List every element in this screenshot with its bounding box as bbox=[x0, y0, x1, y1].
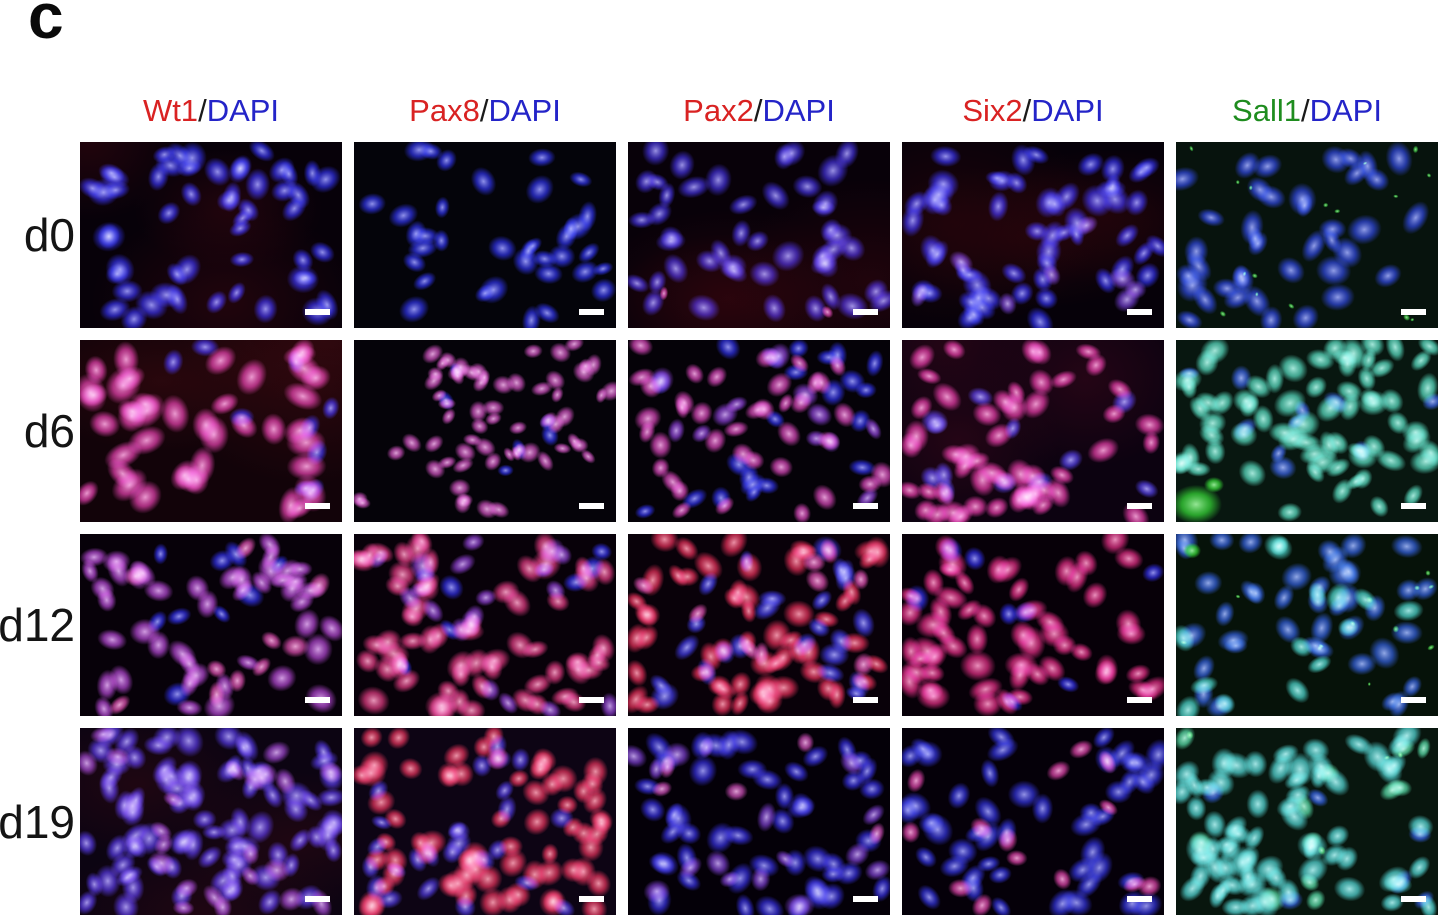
micrograph-d6-six2 bbox=[902, 340, 1164, 522]
micrograph-d12-pax8 bbox=[354, 534, 616, 716]
column-headers: Wt1/DAPI Pax8/DAPI Pax2/DAPI Six2/DAPI S… bbox=[80, 92, 1438, 129]
column-header-wt1: Wt1/DAPI bbox=[80, 92, 342, 129]
scale-bar bbox=[1401, 309, 1426, 315]
scale-bar bbox=[1401, 896, 1426, 902]
dapi-label: DAPI bbox=[1309, 93, 1382, 128]
separator: / bbox=[198, 93, 207, 128]
row-label-d19: d19 bbox=[0, 795, 75, 848]
fluorescence-image bbox=[1176, 534, 1438, 716]
scale-bar bbox=[305, 309, 330, 315]
fluorescence-image bbox=[1176, 728, 1438, 915]
micrograph-d0-sall1 bbox=[1176, 142, 1438, 328]
fluorescence-image bbox=[354, 534, 616, 716]
dapi-label: DAPI bbox=[1031, 93, 1104, 128]
scale-bar bbox=[853, 503, 878, 509]
dapi-label: DAPI bbox=[206, 93, 280, 128]
fluorescence-image bbox=[902, 728, 1164, 915]
marker-label: Wt1 bbox=[142, 93, 199, 128]
micrograph-d19-six2 bbox=[902, 728, 1164, 915]
micrograph-d0-pax8 bbox=[354, 142, 616, 328]
micrograph-d0-pax2 bbox=[628, 142, 890, 328]
fluorescence-image bbox=[628, 142, 890, 328]
micrograph-d12-pax2 bbox=[628, 534, 890, 716]
marker-label: Pax2 bbox=[683, 93, 754, 128]
micrograph-d19-wt1 bbox=[80, 728, 342, 915]
fluorescence-image bbox=[628, 340, 890, 522]
micrograph-d0-six2 bbox=[902, 142, 1164, 328]
fluorescence-image bbox=[902, 534, 1164, 716]
row-label-d12: d12 bbox=[0, 599, 75, 651]
fluorescence-image bbox=[354, 142, 616, 328]
row-label-d0: d0 bbox=[23, 209, 75, 261]
micrograph-d12-wt1 bbox=[80, 534, 342, 716]
micrograph-grid: d0 d6 d12 bbox=[0, 142, 1438, 915]
scale-bar bbox=[853, 697, 878, 703]
fluorescence-image bbox=[80, 340, 342, 522]
fluorescence-image bbox=[354, 340, 616, 522]
fluorescence-image bbox=[628, 534, 890, 716]
micrograph-d19-sall1 bbox=[1176, 728, 1438, 915]
micrograph-d6-pax8 bbox=[354, 340, 616, 522]
dapi-label: DAPI bbox=[762, 93, 835, 128]
row-label-d6: d6 bbox=[23, 405, 75, 457]
micrograph-d19-pax2 bbox=[628, 728, 890, 915]
fluorescence-image bbox=[628, 728, 890, 915]
fluorescence-image bbox=[80, 142, 342, 328]
scale-bar bbox=[579, 697, 604, 703]
fluorescence-image bbox=[902, 142, 1164, 328]
scale-bar bbox=[305, 503, 330, 509]
panel-label: c bbox=[28, 0, 64, 52]
separator: / bbox=[1300, 93, 1310, 128]
scale-bar bbox=[579, 896, 604, 902]
scale-bar bbox=[1127, 503, 1152, 509]
marker-label: Six2 bbox=[962, 93, 1023, 128]
micrograph-d19-pax8 bbox=[354, 728, 616, 915]
micrograph-d6-pax2 bbox=[628, 340, 890, 522]
separator: / bbox=[753, 93, 763, 128]
fluorescence-image bbox=[1176, 142, 1438, 328]
scale-bar bbox=[305, 697, 330, 703]
scale-bar bbox=[579, 503, 604, 509]
scale-bar bbox=[1127, 896, 1152, 902]
fluorescence-image bbox=[1176, 340, 1438, 522]
micrograph-d6-wt1 bbox=[80, 340, 342, 522]
scale-bar bbox=[1401, 503, 1426, 509]
micrograph-d12-six2 bbox=[902, 534, 1164, 716]
micrograph-d12-sall1 bbox=[1176, 534, 1438, 716]
fluorescence-image bbox=[80, 728, 342, 915]
scale-bar bbox=[1127, 309, 1152, 315]
column-header-six2: Six2/DAPI bbox=[902, 92, 1164, 129]
marker-label: Sall1 bbox=[1232, 93, 1301, 128]
scale-bar bbox=[579, 309, 604, 315]
separator: / bbox=[479, 93, 489, 128]
dapi-label: DAPI bbox=[488, 93, 561, 128]
fluorescence-image bbox=[80, 534, 342, 716]
scale-bar bbox=[1401, 697, 1426, 703]
fluorescence-image bbox=[354, 728, 616, 915]
fluorescence-image bbox=[902, 340, 1164, 522]
marker-label: Pax8 bbox=[409, 93, 480, 128]
micrograph-d6-sall1 bbox=[1176, 340, 1438, 522]
scale-bar bbox=[853, 309, 878, 315]
separator: / bbox=[1022, 93, 1032, 128]
scale-bar bbox=[853, 896, 878, 902]
column-header-pax2: Pax2/DAPI bbox=[628, 92, 890, 129]
scale-bar bbox=[1127, 697, 1152, 703]
micrograph-d0-wt1 bbox=[80, 142, 342, 328]
column-header-pax8: Pax8/DAPI bbox=[354, 92, 616, 129]
column-header-sall1: Sall1/DAPI bbox=[1176, 92, 1438, 129]
scale-bar bbox=[305, 896, 330, 902]
